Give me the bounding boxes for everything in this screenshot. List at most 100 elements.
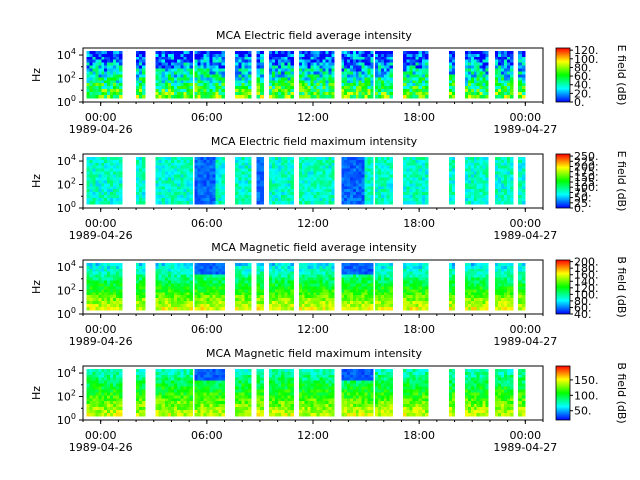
colorbar-gradient [555, 153, 571, 209]
colorbar-tick-label: 120. [574, 282, 599, 295]
colorbar-tick-label: 60. [574, 70, 592, 83]
colorbar-tick-label: 100. [574, 53, 599, 66]
x-tick-label: 00:00 [85, 217, 117, 230]
x-tick-label: 18:00 [403, 217, 435, 230]
data-interval [256, 156, 264, 205]
data-interval [235, 156, 252, 205]
data-interval [298, 50, 335, 99]
data-interval [136, 50, 146, 99]
colorbar-tick-label: 75. [574, 186, 592, 199]
y-tick-label: 100 [57, 200, 76, 215]
colorbar-tick-label: 40. [574, 79, 592, 92]
x-tick-date: 1989-04-26 [69, 229, 133, 242]
data-interval [256, 50, 264, 99]
x-tick-label: 06:00 [191, 429, 223, 442]
colorbar-tick-label: 80. [574, 295, 592, 308]
data-interval [194, 262, 225, 311]
colorbar-tick-label: 40. [574, 308, 592, 321]
data-interval [518, 50, 526, 99]
data-interval [449, 50, 455, 99]
panel-1: MCA Electric field average intensity 100 1… [30, 29, 628, 136]
data-interval [268, 156, 294, 205]
data-interval [495, 50, 514, 99]
data-interval [341, 368, 374, 417]
colorbar-tick-label: 250. [574, 150, 599, 163]
data-interval [374, 262, 394, 311]
panel-title: MCA Electric field maximum intensity [211, 135, 418, 148]
colorbar-tick-label: 120. [574, 44, 599, 57]
colorbar-tick-label: 0. [574, 96, 585, 109]
data-interval [374, 368, 394, 417]
data-interval [518, 156, 526, 205]
x-tick-date: 1989-04-27 [493, 335, 557, 348]
y-tick-label: 102 [57, 71, 76, 86]
x-tick-label: 18:00 [403, 429, 435, 442]
colorbar-tick-label: 225. [574, 155, 599, 168]
data-interval [403, 262, 429, 311]
colorbar-tick-label: 150. [574, 171, 599, 184]
colorbar-gradient [555, 365, 571, 421]
data-interval [235, 368, 252, 417]
colorbar: 0.20.40.60.80.100.120. E field (dB) [555, 44, 628, 109]
colorbar-tick-label: 160. [574, 269, 599, 282]
data-interval [374, 50, 394, 99]
colorbar-tick-label: 25. [574, 197, 592, 210]
y-tick-label: 100 [57, 306, 76, 321]
data-interval [155, 262, 194, 311]
data-interval [194, 368, 225, 417]
data-interval [403, 368, 429, 417]
panel-title: MCA Magnetic field maximum intensity [206, 347, 422, 360]
data-interval [86, 262, 123, 311]
data-interval [86, 368, 123, 417]
data-interval [298, 368, 335, 417]
data-interval [374, 156, 394, 205]
panel-4: MCA Magnetic field maximum intensity 100 1… [30, 347, 628, 454]
colorbar-tick-label: 50. [574, 405, 592, 418]
colorbar: 40.60.80.100.120.140.160.180.200. B field… [555, 256, 628, 321]
y-tick-label: 104 [57, 47, 76, 62]
data-interval [256, 368, 264, 417]
data-interval [298, 262, 335, 311]
x-tick-label: 00:00 [509, 217, 541, 230]
x-tick-label: 00:00 [85, 111, 117, 124]
data-interval [449, 368, 455, 417]
colorbar-tick-label: 50. [574, 192, 592, 205]
y-axis-label: Hz [30, 280, 43, 294]
data-interval [268, 262, 294, 311]
data-interval [449, 156, 455, 205]
panel-2: MCA Electric field maximum intensity 100 1… [30, 135, 628, 242]
y-tick-label: 100 [57, 412, 76, 427]
data-interval [495, 156, 514, 205]
x-tick-label: 12:00 [297, 111, 329, 124]
data-interval [495, 262, 514, 311]
data-interval [155, 50, 194, 99]
colorbar-gradient [555, 47, 571, 103]
data-interval [403, 156, 429, 205]
data-interval [495, 368, 514, 417]
data-interval [136, 156, 146, 205]
data-interval [256, 262, 264, 311]
x-tick-date: 1989-04-26 [69, 335, 133, 348]
colorbar-label: B field (dB) [615, 362, 628, 423]
data-interval [235, 50, 252, 99]
panel-3: MCA Magnetic field average intensity 100 1… [30, 241, 628, 348]
colorbar-tick-label: 150. [574, 374, 599, 387]
y-tick-label: 102 [57, 389, 76, 404]
data-interval [86, 156, 123, 205]
data-interval [449, 262, 455, 311]
data-interval [155, 156, 194, 205]
data-interval [235, 262, 252, 311]
panel-title: MCA Electric field average intensity [216, 29, 412, 42]
colorbar-tick-label: 140. [574, 275, 599, 288]
data-interval [341, 50, 374, 99]
x-tick-label: 18:00 [403, 111, 435, 124]
x-tick-date: 1989-04-27 [493, 441, 557, 454]
x-tick-label: 06:00 [191, 323, 223, 336]
x-tick-label: 00:00 [509, 323, 541, 336]
colorbar-tick-label: 100. [574, 181, 599, 194]
x-tick-date: 1989-04-26 [69, 441, 133, 454]
y-tick-label: 102 [57, 283, 76, 298]
colorbar-tick-label: 0. [574, 202, 585, 215]
data-interval [86, 50, 123, 99]
